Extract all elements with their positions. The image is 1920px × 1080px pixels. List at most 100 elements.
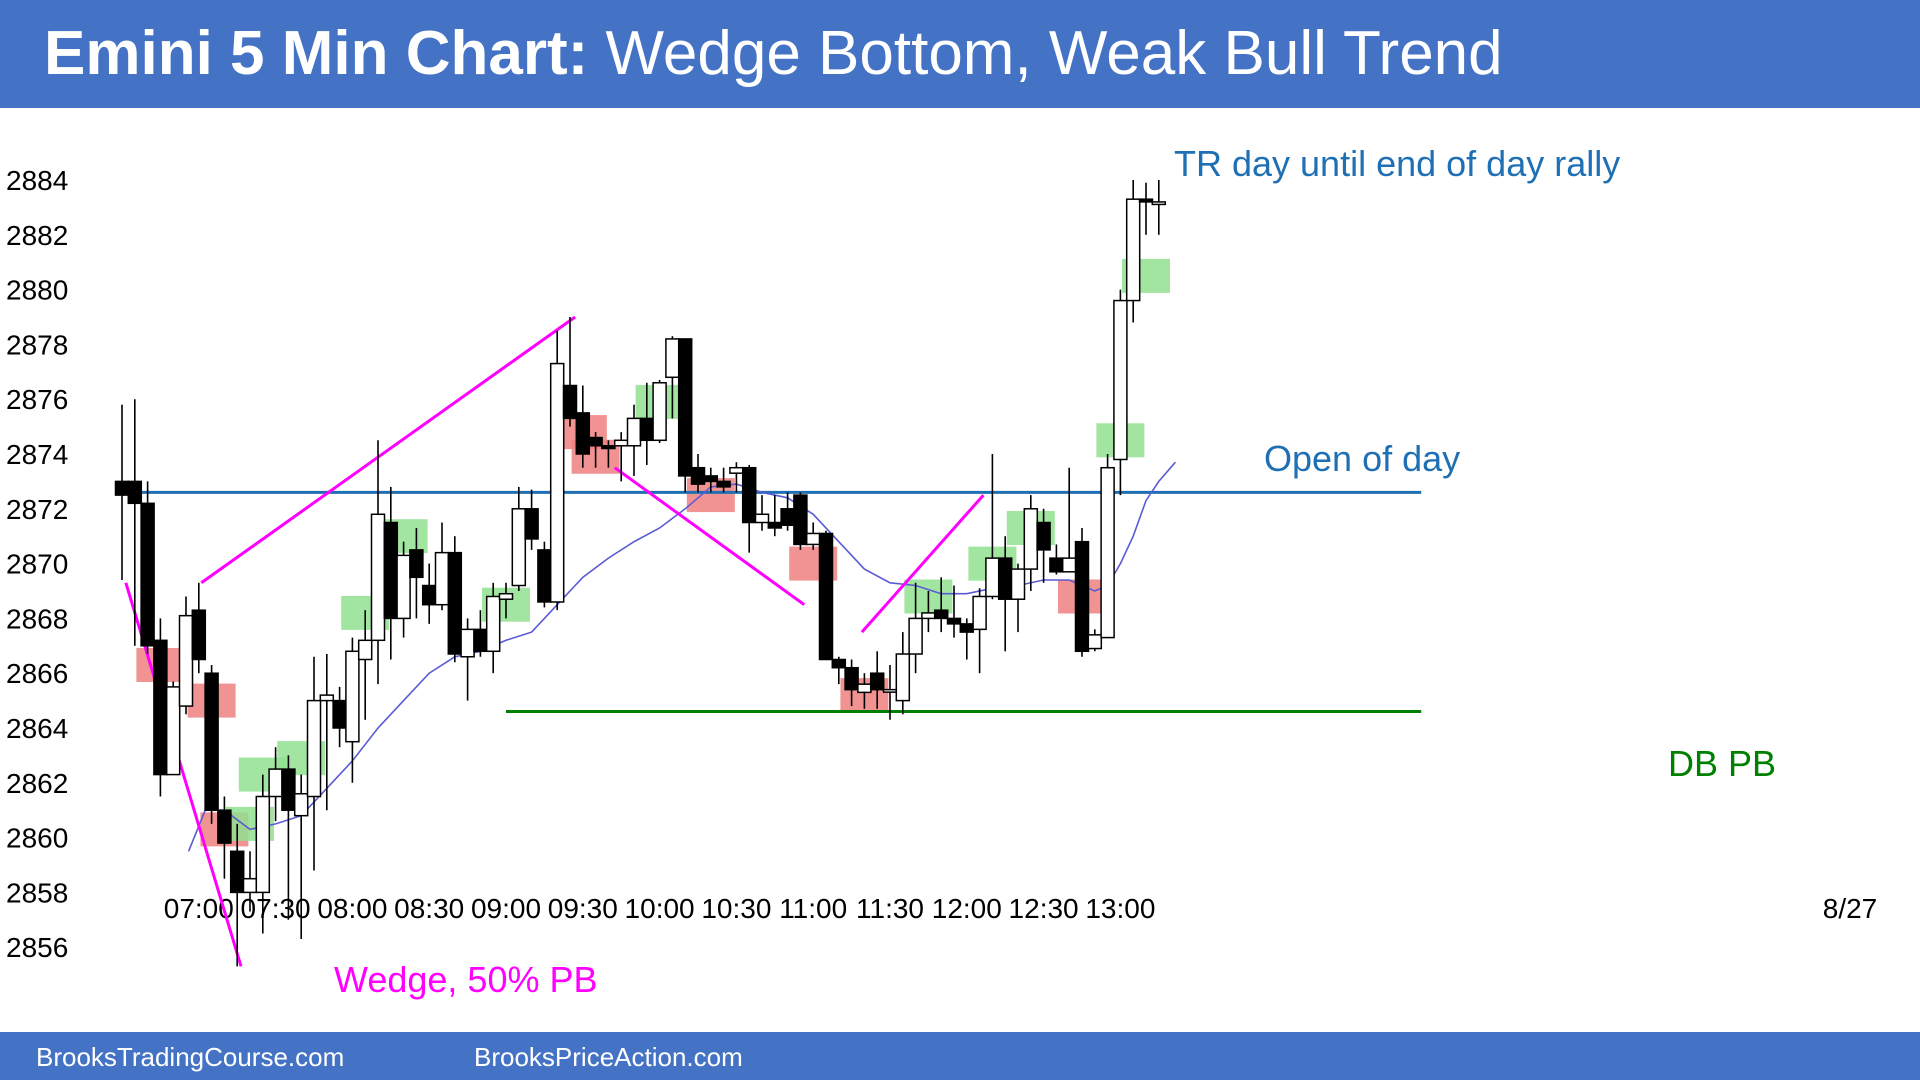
bear-candle <box>793 494 808 546</box>
bear-candle <box>639 417 655 442</box>
bear-candle <box>690 466 706 485</box>
bear-candle <box>562 384 578 420</box>
chart-title-bold: Emini 5 Min Chart: <box>44 19 589 88</box>
y-tick-label: 2868 <box>6 603 68 634</box>
bull-candle <box>857 683 872 694</box>
x-tick-label: 09:00 <box>471 893 541 924</box>
annotation-open-of-day: Open of day <box>1264 438 1460 479</box>
bear-candle <box>767 521 783 529</box>
bull-candle <box>268 768 283 798</box>
bull-candle <box>357 639 373 661</box>
bull-candle <box>1113 299 1128 461</box>
bear-candle <box>140 502 155 647</box>
x-tick-label: 13:00 <box>1085 893 1155 924</box>
bull-candle <box>319 694 335 702</box>
x-tick-label: 11:30 <box>856 893 924 924</box>
bull-candle <box>1061 557 1077 573</box>
bull-candle <box>242 877 258 894</box>
footer-bar: BrooksTradingCourse.com BrooksPriceActio… <box>0 1032 1920 1080</box>
x-tick-label: 08:00 <box>317 893 387 924</box>
bull-candle <box>345 650 360 743</box>
x-tick-label: 08:30 <box>394 893 464 924</box>
bear-candle <box>191 609 207 661</box>
bear-candle <box>153 639 168 776</box>
bear-candle <box>869 672 885 691</box>
y-tick-label: 2860 <box>6 823 68 854</box>
bear-candle <box>114 480 130 496</box>
bull-candle <box>613 439 629 447</box>
bull-candle <box>1100 466 1115 639</box>
y-tick-label: 2872 <box>6 494 68 525</box>
x-tick-label: 10:00 <box>625 893 695 924</box>
bear-candle <box>933 609 949 620</box>
y-tick-label: 2874 <box>6 439 68 470</box>
bear-candle <box>537 549 552 603</box>
bull-candle <box>434 551 450 606</box>
bull-candle <box>882 688 898 693</box>
bear-candle <box>741 466 757 524</box>
bear-candle <box>780 508 795 526</box>
bear-candle <box>716 480 731 488</box>
annotations: TR day until end of day rally Open of day… <box>334 143 1776 1000</box>
x-tick-label: 09:30 <box>548 893 618 924</box>
annotation-tr-day: TR day until end of day rally <box>1174 143 1620 184</box>
bear-candle <box>204 672 219 811</box>
y-tick-label: 2884 <box>6 165 68 196</box>
y-tick-label: 2876 <box>6 384 68 415</box>
y-tick-label: 2866 <box>6 658 68 689</box>
candlesticks <box>114 180 1167 967</box>
y-axis: 2856 2858 2860 2862 2864 2866 2868 2870 2872 2874… <box>6 165 68 963</box>
bull-candle <box>1010 568 1026 600</box>
bear-candle <box>997 557 1013 600</box>
bull-candle <box>1087 634 1103 650</box>
y-tick-label: 2862 <box>6 768 68 799</box>
bull-candle <box>498 592 514 600</box>
signal-boxes <box>136 258 1170 847</box>
bear-candle <box>383 521 399 620</box>
bear-candle <box>1138 198 1154 203</box>
y-tick-label: 2882 <box>6 220 68 251</box>
bull-candle <box>921 612 936 620</box>
y-tick-label: 2858 <box>6 877 68 908</box>
magenta-trend-line <box>124 582 243 967</box>
magenta-trend-line <box>860 494 985 634</box>
bear-candle <box>946 617 962 625</box>
bull-candle <box>805 532 821 546</box>
bear-candle <box>818 532 834 661</box>
bear-candle <box>703 475 719 483</box>
bear-candle <box>1074 540 1090 653</box>
bull-candle <box>255 795 271 894</box>
bull-candle <box>626 417 642 447</box>
magenta-trend-line <box>613 466 806 606</box>
y-tick-label: 2870 <box>6 549 68 580</box>
bull-candle <box>972 595 987 631</box>
title-bar: Emini 5 Min Chart: Wedge Bottom, Weak Bu… <box>0 0 1920 108</box>
x-tick-label: 07:30 <box>241 893 311 924</box>
bull-candle <box>306 699 322 798</box>
bear-candle <box>524 508 539 540</box>
reference-lines <box>115 315 1422 967</box>
y-tick-label: 2864 <box>6 713 68 744</box>
bull-candle <box>370 513 386 642</box>
bear-candle <box>229 850 245 894</box>
bear-candle <box>217 809 232 844</box>
footer-right-link[interactable]: BrooksPriceAction.com <box>474 1042 743 1072</box>
bear-candle <box>332 699 347 729</box>
bear-candle <box>844 666 859 691</box>
bull-candle <box>460 628 475 658</box>
bull-candle <box>1151 201 1167 206</box>
footer-left-link[interactable]: BrooksTradingCourse.com <box>36 1042 345 1072</box>
bear-candle <box>959 623 975 633</box>
bull-candle <box>511 508 527 587</box>
bear-candle <box>575 412 591 455</box>
bull-candle <box>652 382 667 442</box>
bear-candle <box>127 480 143 505</box>
bear-candle <box>588 436 603 447</box>
bull-candle <box>985 557 1000 598</box>
x-tick-label: 10:30 <box>701 893 771 924</box>
bull-candle <box>754 513 770 524</box>
bull-candle <box>729 466 744 474</box>
bear-candle <box>473 628 488 653</box>
price-chart: 2856 2858 2860 2862 2864 2866 2868 2870 2872 2874… <box>6 143 1877 1000</box>
bear-candle <box>677 338 693 477</box>
